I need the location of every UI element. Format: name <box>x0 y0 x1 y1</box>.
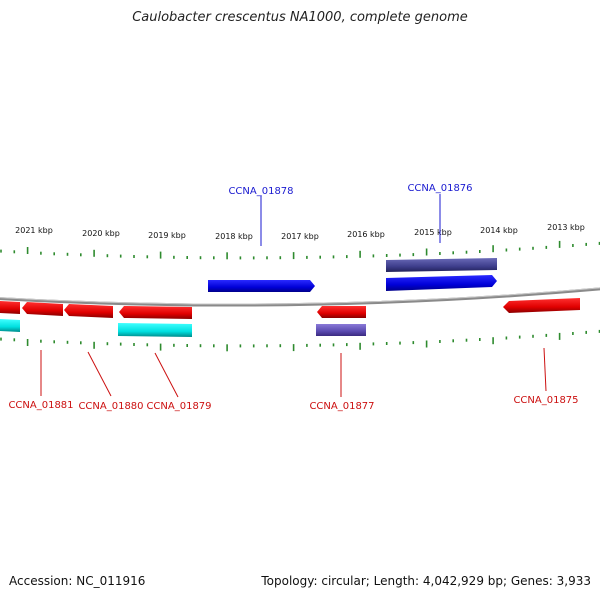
genome-backbone-highlight <box>0 287 600 305</box>
kbp-label: 2016 kbp <box>347 230 385 239</box>
gene-label-ccna-01877[interactable]: CCNA_01877 <box>309 401 374 412</box>
gene-label-ccna-01878[interactable]: CCNA_01878 <box>228 186 293 197</box>
reverse-strand-features <box>0 298 580 337</box>
forward-strand-features <box>208 258 497 292</box>
lower-tick-row <box>0 329 600 352</box>
gene-arrow-ccna-01881[interactable] <box>22 302 63 316</box>
gene-arrow-ccna-01877[interactable] <box>317 306 366 318</box>
kbp-label: 2014 kbp <box>480 226 518 235</box>
kbp-label: 2017 kbp <box>281 232 319 241</box>
kbp-label: 2013 kbp <box>547 223 585 232</box>
gene-label-ccna-01880[interactable]: CCNA_01880 <box>78 401 143 412</box>
gene-arrow-ccna-01875[interactable] <box>503 298 580 313</box>
gene-label-ccna-01879[interactable]: CCNA_01879 <box>146 401 211 412</box>
gene-arrow-ccna-01878[interactable] <box>208 280 315 292</box>
genome-backbone <box>0 287 600 307</box>
feature-bar-ccna-01879[interactable] <box>118 323 192 337</box>
kbp-label: 2019 kbp <box>148 231 186 240</box>
gene-label-ccna-01876[interactable]: CCNA_01876 <box>407 183 472 194</box>
map-title: Caulobacter crescentus NA1000, complete … <box>132 10 468 25</box>
leader-ccna-01875 <box>543 347 547 392</box>
leader-ccna-01879 <box>154 352 179 398</box>
gene-arrow-ccna-01880[interactable] <box>64 304 113 318</box>
kbp-labels: 2021 kbp 2020 kbp 2019 kbp 2018 kbp 2017… <box>15 223 585 241</box>
gene-labels: CCNA_01878 CCNA_01876 CCNA_01881 CCNA_01… <box>8 183 578 412</box>
accession-text: Accession: NC_011916 <box>9 574 146 588</box>
kbp-label: 2015 kbp <box>414 228 452 237</box>
gene-arrow-partial[interactable] <box>0 301 20 314</box>
gene-label-ccna-01875[interactable]: CCNA_01875 <box>513 395 578 406</box>
kbp-label: 2021 kbp <box>15 226 53 235</box>
gene-arrow-ccna-01879[interactable] <box>119 306 192 319</box>
feature-bar-ccna-01877[interactable] <box>316 324 366 336</box>
upper-tick-row <box>0 240 600 260</box>
kbp-label: 2018 kbp <box>215 232 253 241</box>
gene-label-ccna-01881[interactable]: CCNA_01881 <box>8 400 73 411</box>
label-leaders <box>40 194 547 398</box>
feature-bar-partial[interactable] <box>0 319 20 332</box>
topology-text: Topology: circular; Length: 4,042,929 bp… <box>261 574 591 588</box>
leader-ccna-01880 <box>87 351 112 397</box>
kbp-label: 2020 kbp <box>82 229 120 238</box>
gene-arrow-ccna-01876[interactable] <box>386 275 497 291</box>
feature-bar-ccna-01876[interactable] <box>386 258 497 272</box>
